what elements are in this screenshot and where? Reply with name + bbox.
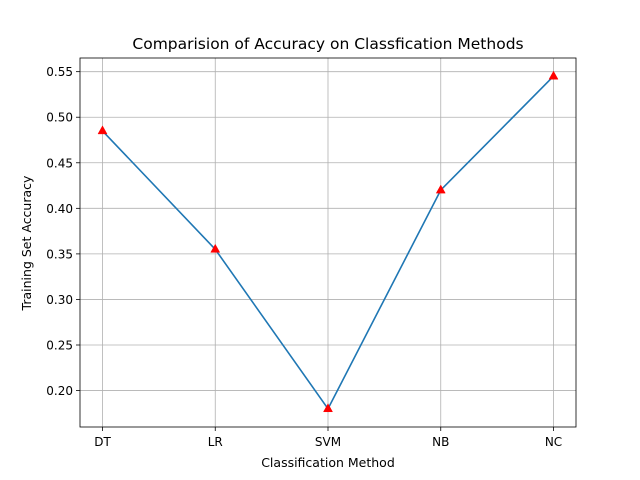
y-tick-label: 0.35 (46, 247, 73, 261)
y-tick-label: 0.30 (46, 293, 73, 307)
x-tick-label: SVM (315, 435, 341, 449)
y-tick-label: 0.25 (46, 339, 73, 353)
data-point-lr (210, 243, 221, 253)
ticks-layer: DT LR SVM NB NC 0.20 0.25 0.30 0.35 0.40 0.45 0.50 0… (46, 65, 562, 449)
series-layer (97, 70, 559, 413)
x-tick-label: NB (432, 435, 449, 449)
data-point-svm (323, 403, 333, 413)
y-tick-label: 0.55 (46, 65, 73, 79)
data-point-nc (548, 70, 559, 80)
y-axis-label: Training Set Accuracy (19, 175, 34, 311)
data-point-dt (97, 125, 108, 135)
x-axis-label: Classification Method (261, 455, 395, 470)
grid-layer (80, 58, 576, 427)
x-tick-label: DT (94, 435, 111, 449)
chart-title: Comparision of Accuracy on Classfication… (132, 35, 523, 53)
y-tick-label: 0.40 (46, 202, 73, 216)
y-tick-label: 0.20 (46, 384, 73, 398)
y-tick-label: 0.50 (46, 111, 73, 125)
x-tick-label: LR (208, 435, 223, 449)
x-tick-label: NC (545, 435, 562, 449)
data-point-nb (435, 184, 446, 194)
y-tick-label: 0.45 (46, 156, 73, 170)
